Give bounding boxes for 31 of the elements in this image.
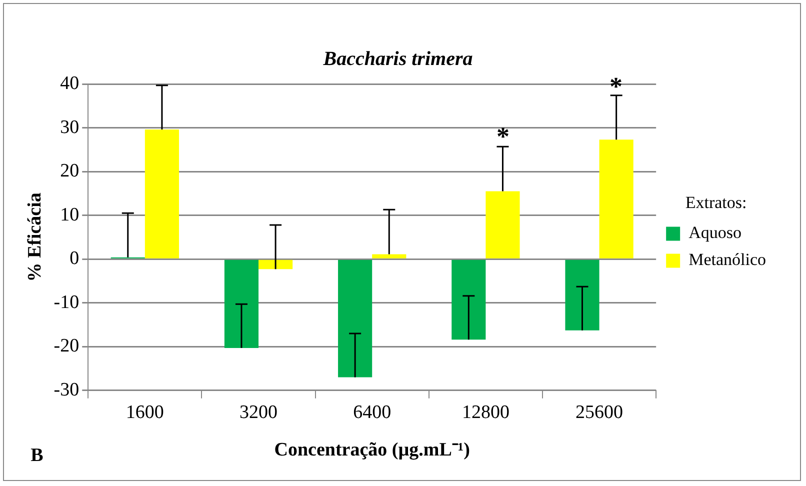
x-tick-label: 1600 — [126, 402, 164, 423]
bar — [599, 140, 634, 258]
y-tick-label: -30 — [54, 379, 80, 400]
legend-label: Aquoso — [688, 223, 742, 242]
y-tick-label: 0 — [70, 248, 80, 270]
bar — [452, 260, 486, 340]
x-tick-label: 6400 — [353, 402, 392, 423]
y-tick-label: 30 — [60, 116, 80, 138]
legend-label: Metanólico — [688, 250, 766, 270]
bar — [338, 260, 372, 378]
legend-title: Extratos: — [685, 192, 747, 212]
bar — [258, 260, 293, 270]
y-axis-title: % Eficácia — [24, 192, 46, 282]
x-tick-label: 3200 — [240, 402, 278, 423]
bar — [565, 260, 600, 330]
bar — [486, 191, 520, 258]
y-tick-label: -20 — [54, 336, 80, 357]
y-tick-label: 20 — [60, 160, 80, 182]
text: B — [30, 445, 44, 466]
annotation: * — [496, 122, 510, 151]
bar — [144, 130, 179, 258]
y-tick-label: -10 — [54, 292, 80, 313]
x-tick-label: 25600 — [576, 402, 624, 423]
x-tick-label: 12800 — [462, 402, 510, 423]
bar — [224, 260, 259, 348]
y-tick-label: 40 — [60, 72, 80, 94]
annotation: * — [610, 72, 622, 101]
x-axis-title: Concentração (µg.mL⁻¹) — [274, 440, 470, 461]
chart-title: Baccharis trimera — [322, 48, 473, 70]
bar — [372, 254, 406, 258]
y-tick-label: 10 — [60, 204, 80, 226]
